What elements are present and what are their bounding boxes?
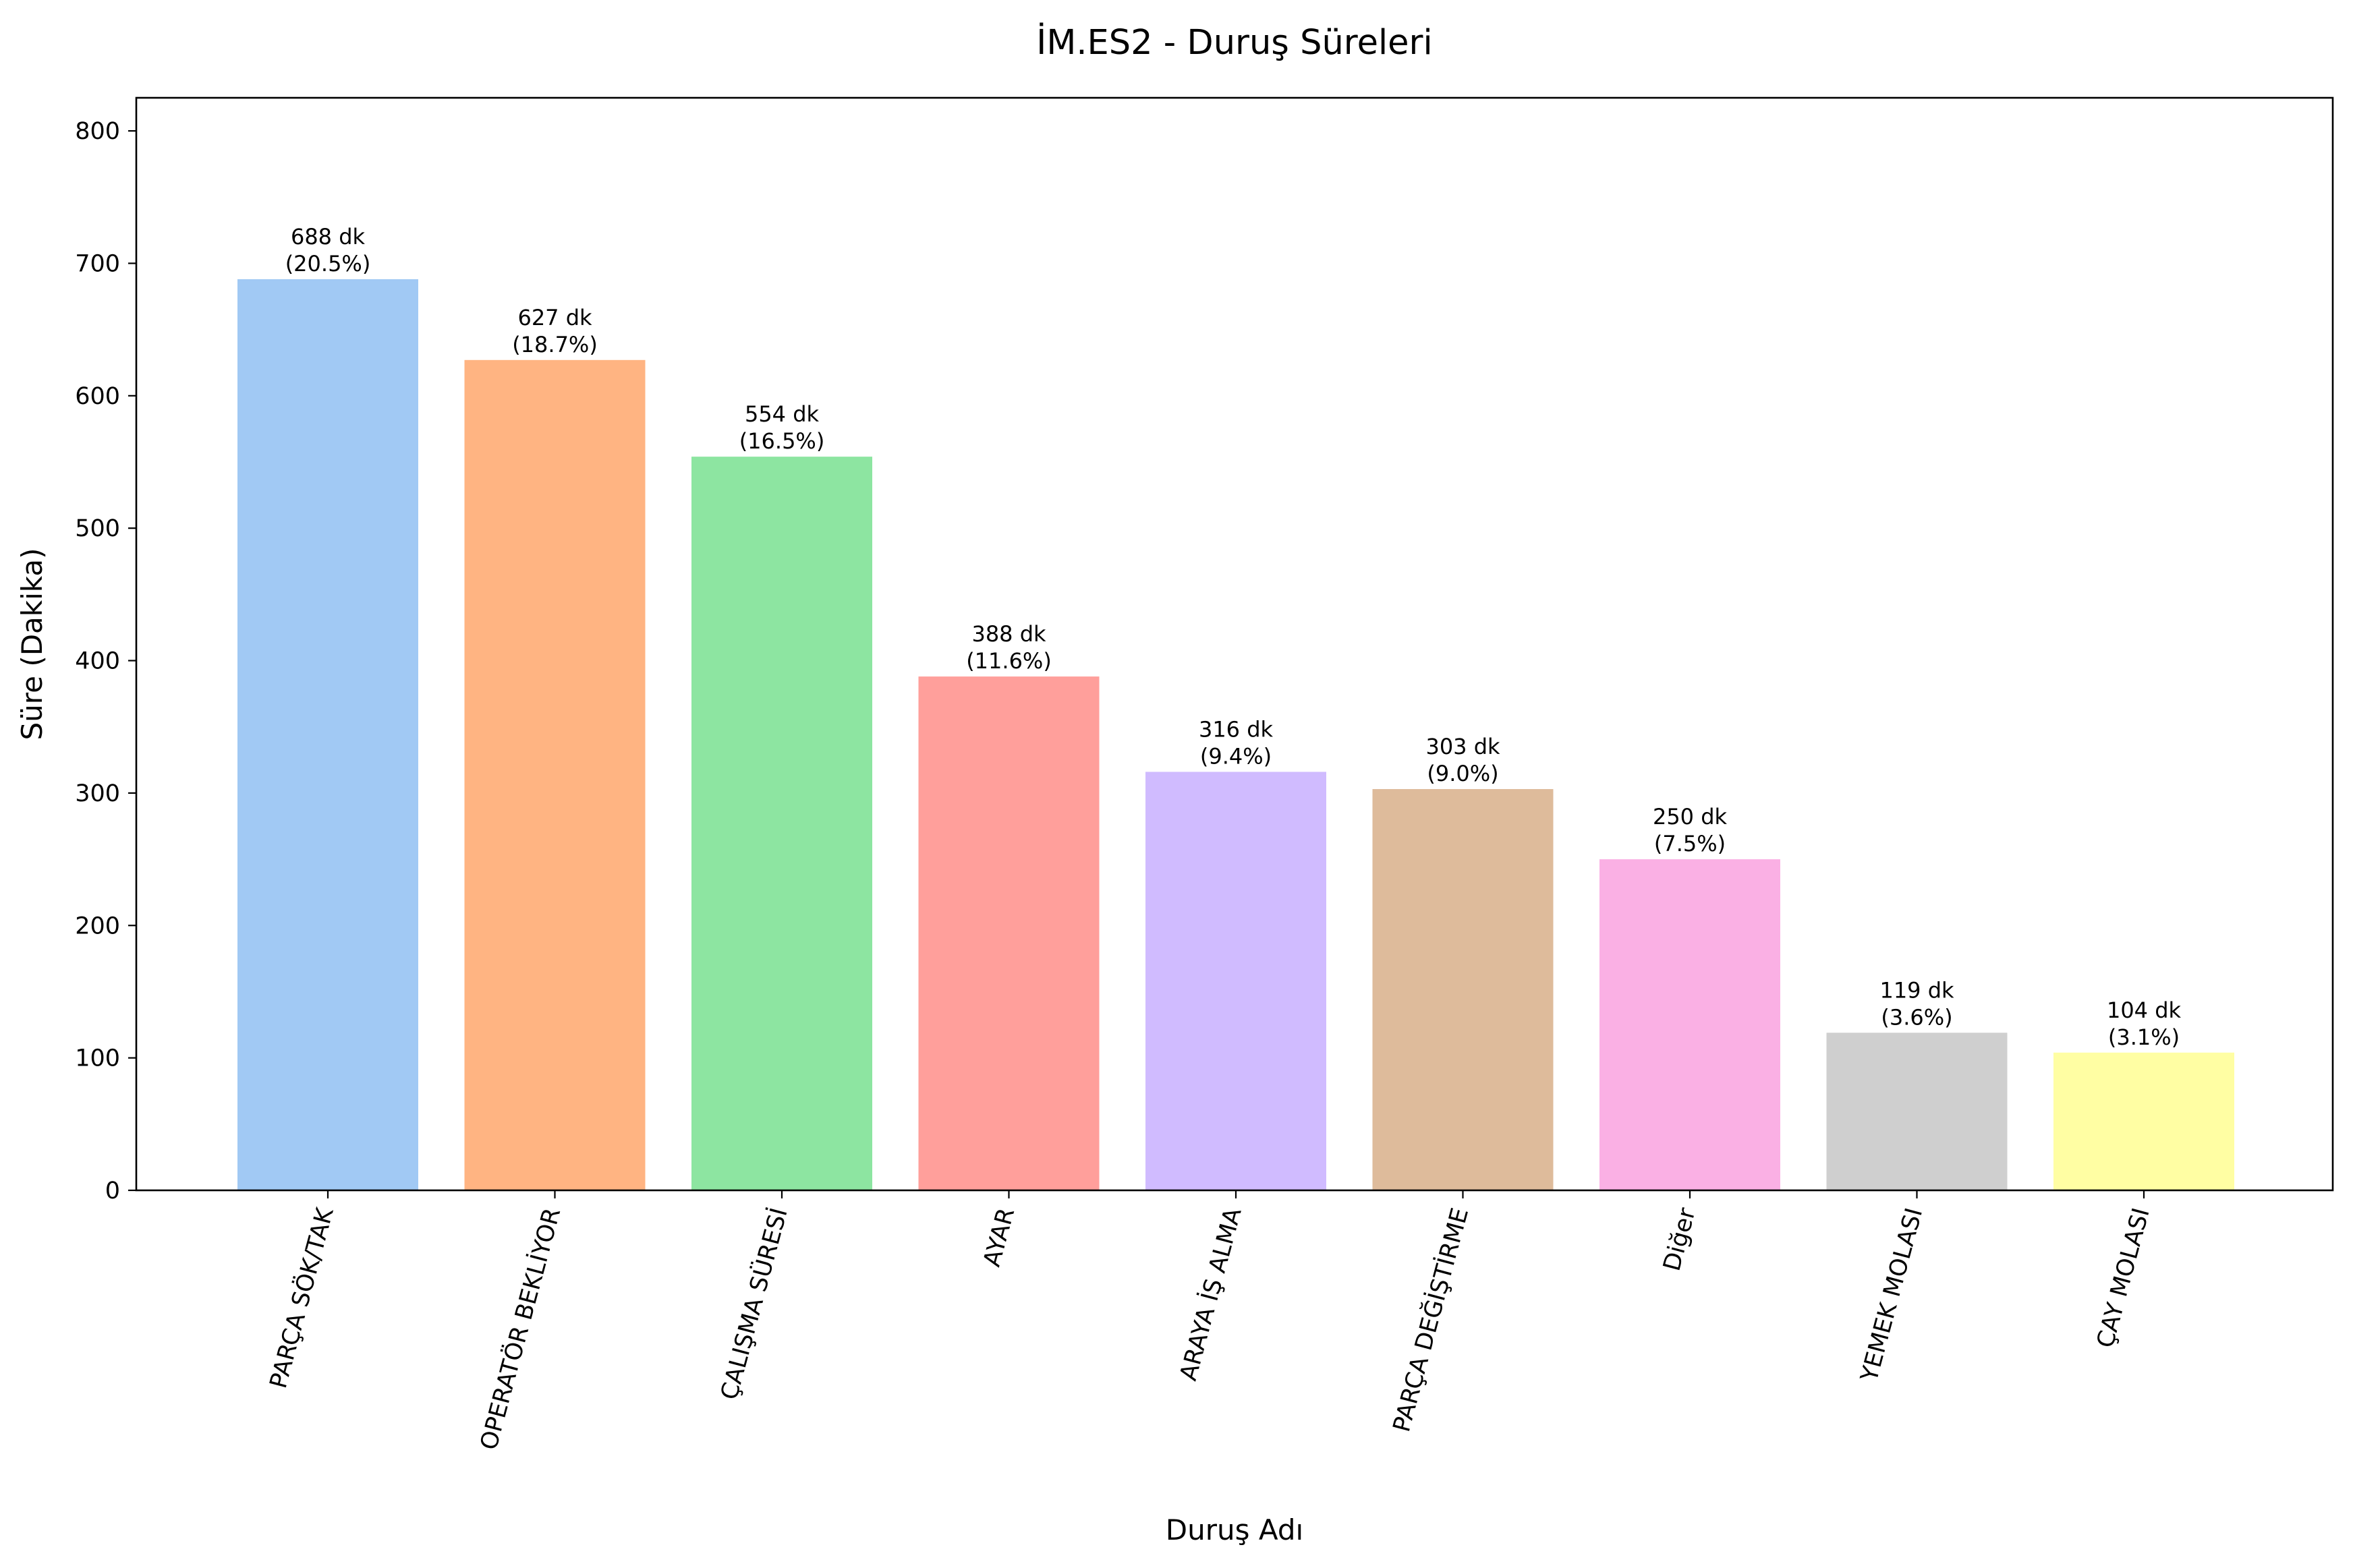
y-tick-label: 100	[75, 1045, 120, 1072]
bar	[1372, 789, 1554, 1190]
bar-value-label: 627 dk	[517, 305, 592, 330]
bar-percent-label: (16.5%)	[739, 428, 825, 454]
bar-value-label: 303 dk	[1425, 734, 1500, 759]
bar-value-label: 250 dk	[1653, 804, 1728, 830]
bar	[691, 457, 872, 1190]
y-tick-label: 0	[105, 1178, 120, 1204]
bar	[237, 279, 418, 1190]
y-tick-label: 300	[75, 780, 120, 807]
y-axis-label: Süre (Dakika)	[16, 548, 49, 741]
bar-percent-label: (11.6%)	[966, 648, 1052, 674]
y-tick-label: 700	[75, 250, 120, 277]
y-tick-label: 400	[75, 648, 120, 675]
bar-percent-label: (3.6%)	[1881, 1004, 1952, 1030]
bar-value-label: 554 dk	[745, 401, 820, 427]
bar-value-label: 104 dk	[2107, 997, 2182, 1023]
bar	[1826, 1033, 2008, 1190]
bars-group	[237, 279, 2234, 1190]
y-tick-label: 500	[75, 515, 120, 542]
y-tick-label: 800	[75, 118, 120, 145]
bar-percent-label: (7.5%)	[1654, 831, 1726, 856]
bar	[1599, 859, 1780, 1190]
bar-percent-label: (3.1%)	[2108, 1024, 2180, 1050]
bar-percent-label: (20.5%)	[285, 251, 371, 277]
bar-percent-label: (9.4%)	[1200, 743, 1272, 769]
bar-value-label: 316 dk	[1199, 716, 1274, 742]
y-tick-label: 600	[75, 383, 120, 410]
y-axis: 0 100 200 300 400 500 600 700 800	[75, 118, 136, 1204]
bar-labels-group: 688 dk(20.5%) 627 dk(18.7%) 554 dk(16.5%) 3…	[285, 224, 2182, 1050]
bar-value-label: 119 dk	[1879, 977, 1954, 1003]
bar-value-label: 388 dk	[971, 621, 1046, 647]
bar	[464, 359, 646, 1190]
chart-title: İM.ES2 - Duruş Süreleri	[1036, 22, 1432, 63]
bar-value-label: 688 dk	[291, 224, 366, 250]
x-axis-label: Duruş Adı	[1166, 1513, 1303, 1546]
bar	[1145, 772, 1326, 1190]
bar-percent-label: (18.7%)	[512, 332, 598, 357]
plot-frame	[135, 96, 2334, 1192]
bar	[2053, 1052, 2234, 1190]
y-tick-label: 200	[75, 912, 120, 939]
bar	[918, 676, 1100, 1190]
bar-percent-label: (9.0%)	[1427, 761, 1498, 786]
